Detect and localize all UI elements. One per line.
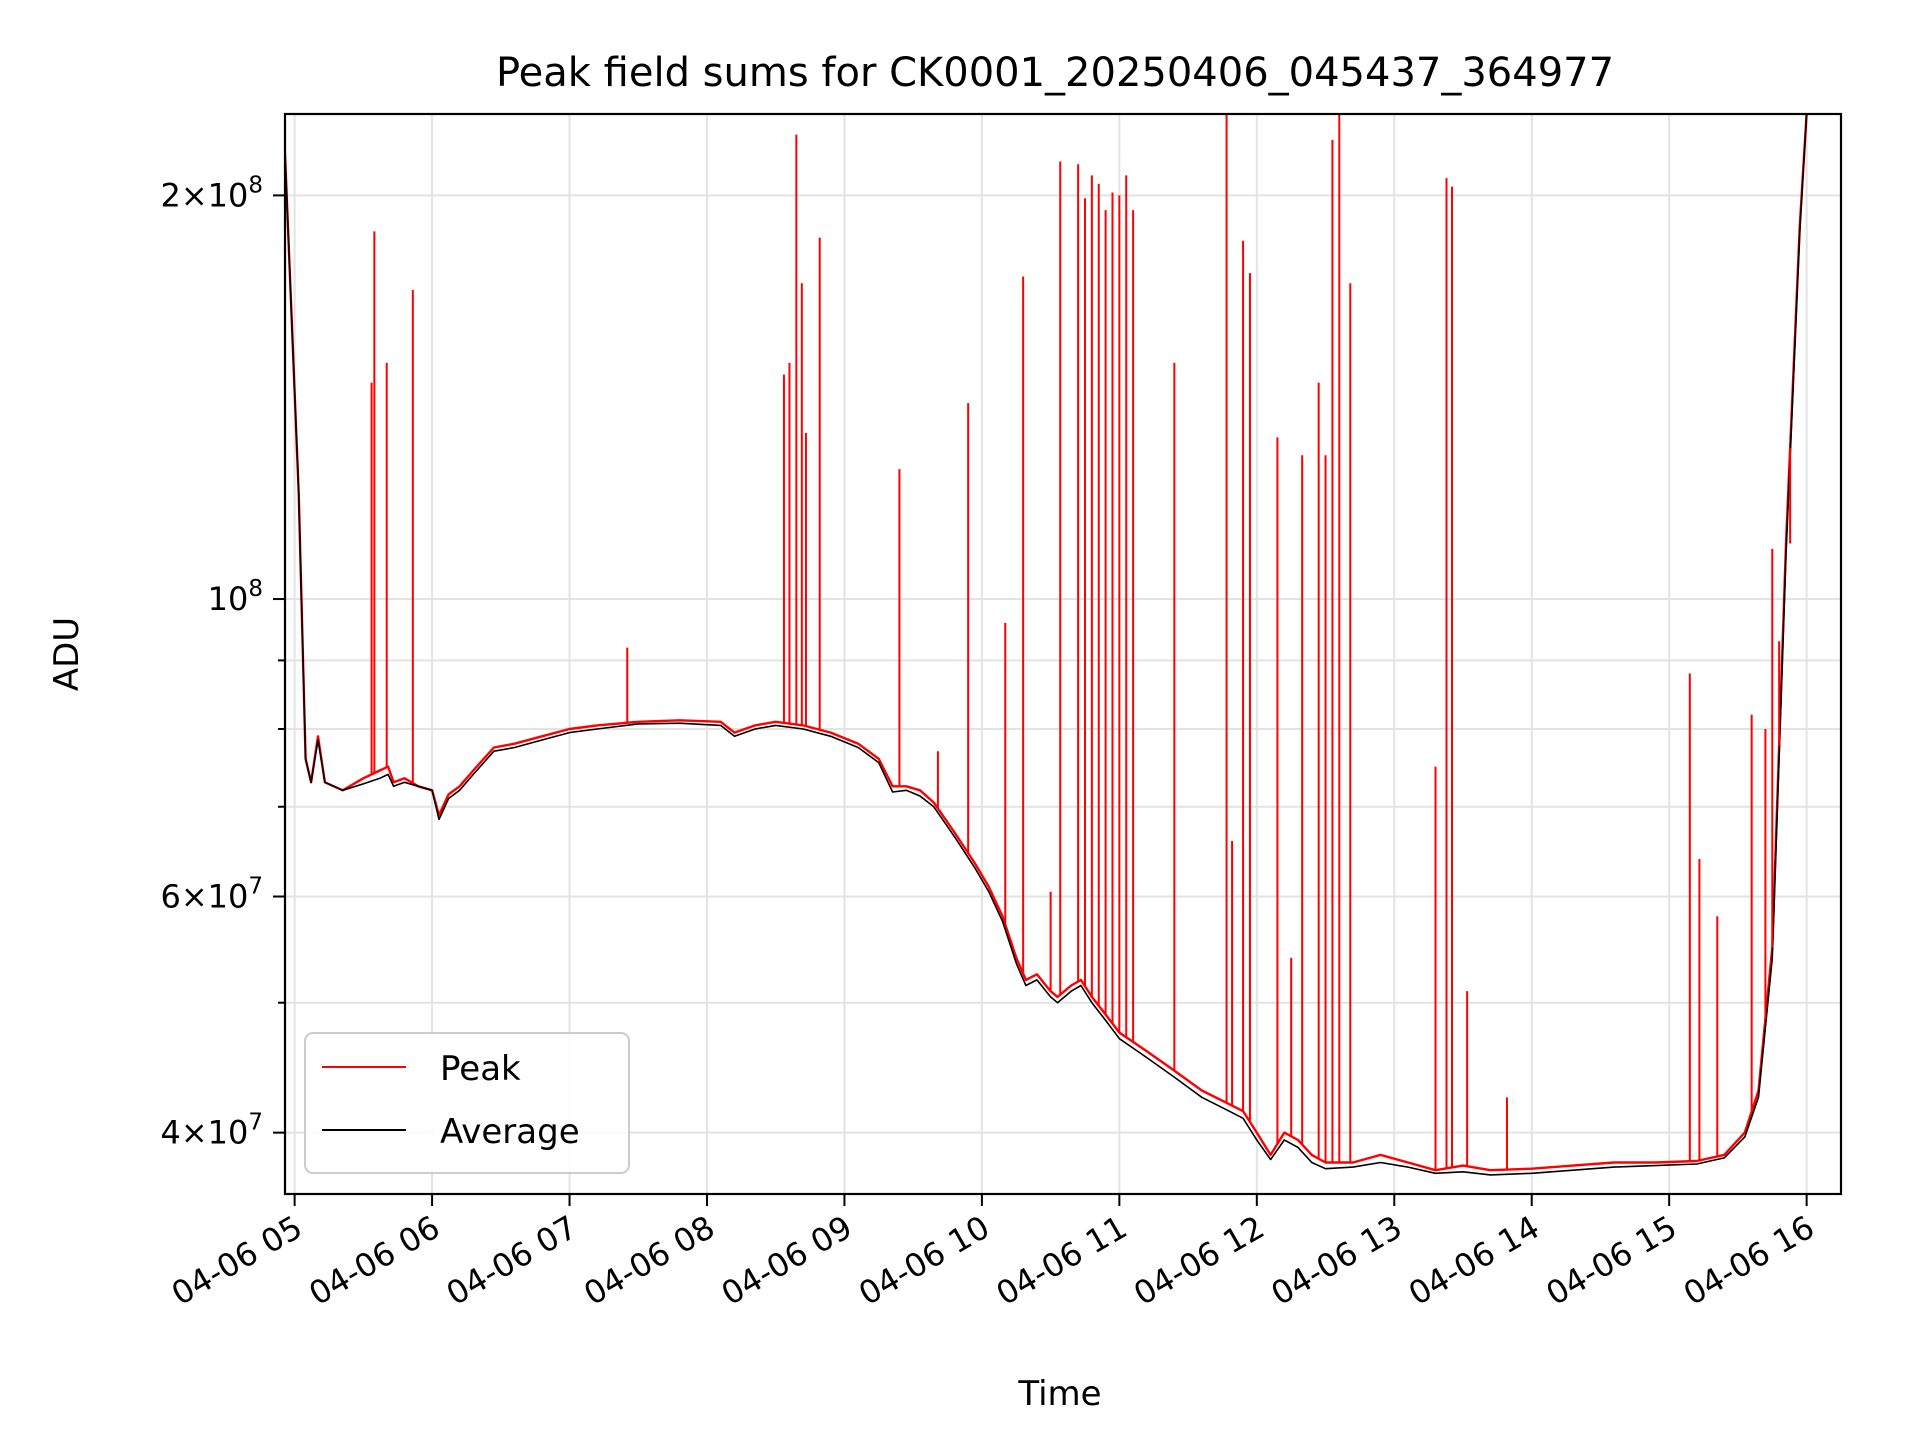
plot-area: [285, 114, 1808, 1176]
x-tick-label: 04-06 16: [1677, 1208, 1821, 1313]
peak-line: [285, 114, 1808, 1172]
legend-peak-label: Peak: [440, 1049, 521, 1089]
x-tick-label: 04-06 06: [302, 1208, 446, 1313]
legend: Peak Average: [304, 1032, 630, 1174]
y-tick-label: 2×108: [160, 172, 263, 214]
x-tick-label: 04-06 13: [1265, 1208, 1409, 1313]
series-group: [285, 114, 1808, 1176]
x-axis-label: Time: [1017, 1374, 1101, 1414]
x-tick-label: 04-06 14: [1402, 1208, 1546, 1313]
y-tick-label: 108: [208, 576, 263, 618]
chart-title: Peak field sums for CK0001_20250406_0454…: [496, 50, 1614, 96]
x-tick-label: 04-06 11: [990, 1208, 1134, 1313]
x-tick-label: 04-06 08: [577, 1208, 721, 1313]
x-tick-label: 04-06 10: [852, 1208, 996, 1313]
x-tick-label: 04-06 09: [715, 1208, 859, 1313]
grid: [285, 114, 1841, 1194]
x-tick-label: 04-06 07: [440, 1208, 584, 1313]
average-line: [285, 114, 1808, 1176]
legend-average-label: Average: [440, 1112, 580, 1152]
plot-frame: [283, 112, 1843, 1196]
x-tick-label: 04-06 05: [165, 1208, 309, 1313]
y-tick-label: 4×107: [160, 1110, 263, 1152]
y-axis-label: ADU: [47, 617, 87, 691]
x-tick-label: 04-06 12: [1127, 1208, 1271, 1313]
x-tick-label: 04-06 15: [1540, 1208, 1684, 1313]
y-tick-label: 6×107: [160, 874, 263, 916]
